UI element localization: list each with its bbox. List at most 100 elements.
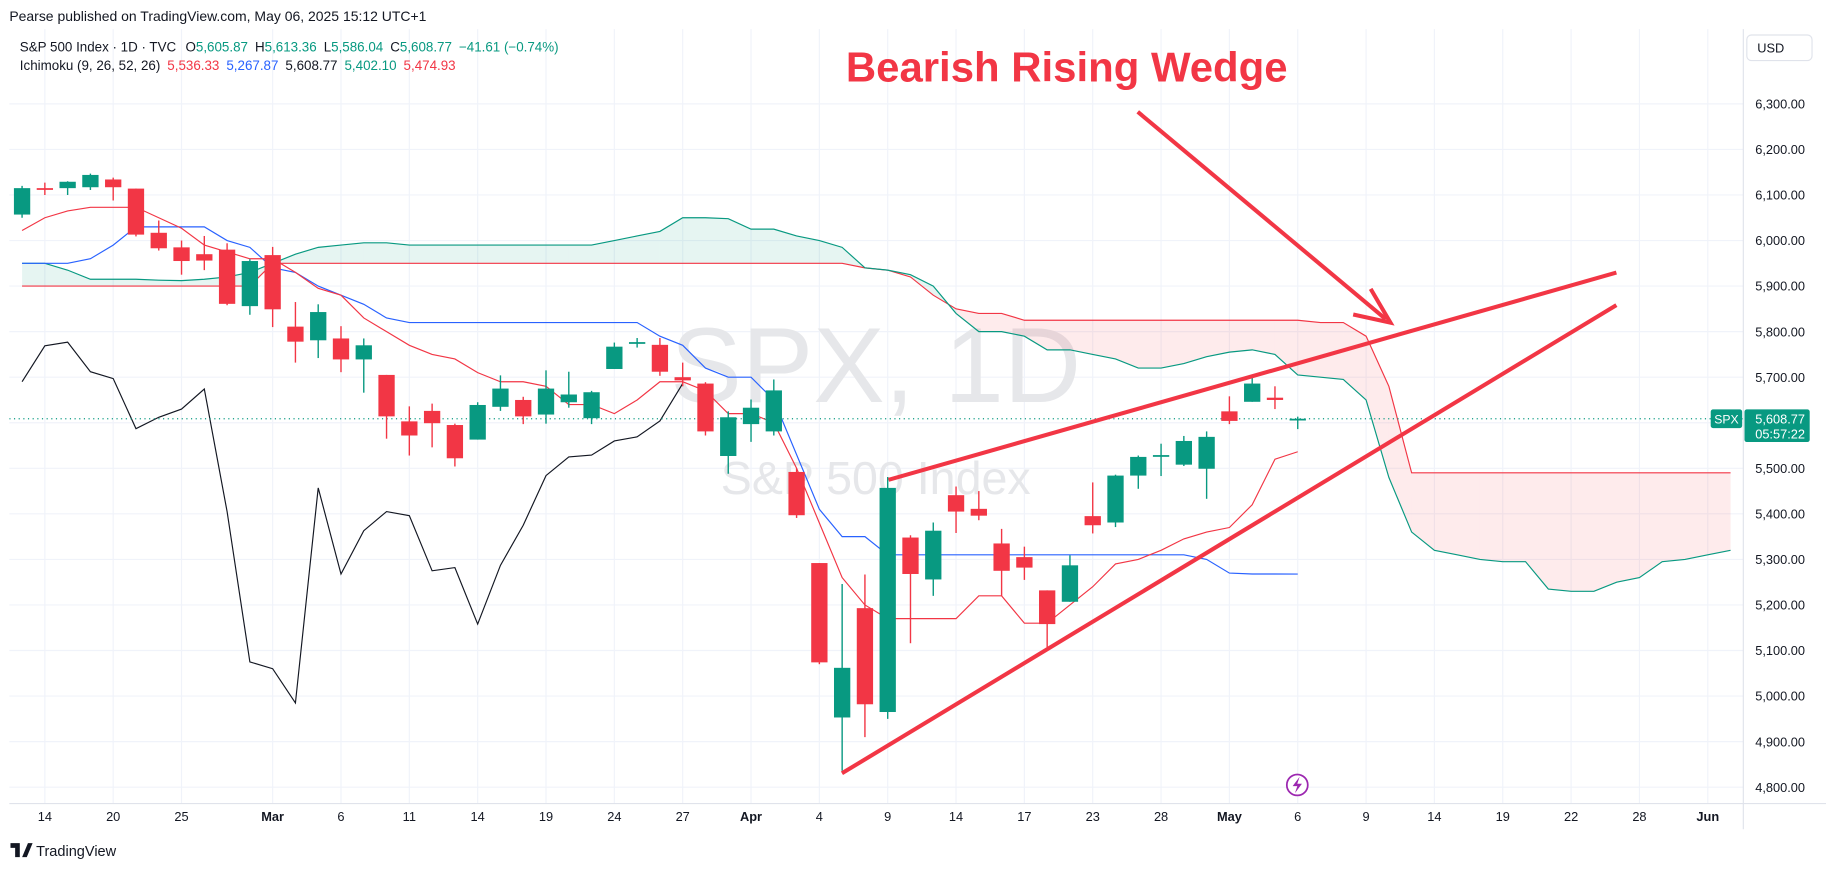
y-tick-label: 5,000.00: [1755, 689, 1805, 704]
cloud-segment: [546, 245, 569, 264]
x-tick-label: 20: [106, 809, 120, 824]
x-tick-label: 11: [403, 809, 416, 824]
candle-body: [902, 537, 919, 574]
ohlc-key: H: [255, 39, 265, 54]
candle-body: [583, 392, 600, 419]
x-tick-label: 9: [1363, 809, 1370, 824]
candle-body: [1289, 418, 1306, 421]
x-tick-label: 14: [38, 809, 52, 824]
candle-body: [1198, 436, 1215, 469]
cloud-segment: [728, 218, 752, 264]
cloud-segment: [318, 245, 341, 264]
candle-body: [401, 421, 418, 436]
candle-body: [1039, 590, 1056, 625]
indicator-value: 5,608.77: [285, 58, 337, 73]
cloud-segment: [1115, 320, 1139, 369]
annotation-title: Bearish Rising Wedge: [846, 44, 1288, 91]
candle-body: [674, 377, 691, 381]
candle-body: [127, 188, 145, 235]
x-tick-label: 19: [1496, 809, 1510, 824]
plot-area: [9, 173, 1744, 771]
y-tick-label: 4,900.00: [1755, 734, 1805, 749]
cloud-segment: [1479, 472, 1503, 562]
symbol-line: S&P 500 Index · 1D · TVC O5,605.87 H5,613.…: [20, 39, 559, 54]
candle-body: [1107, 475, 1124, 523]
currency-box[interactable]: [1746, 34, 1813, 62]
cloud-segment: [477, 245, 501, 264]
x-tick-label: Jun: [1696, 809, 1719, 824]
cloud-segment: [500, 245, 524, 264]
candle-body: [651, 344, 669, 372]
x-tick-label: 25: [174, 809, 188, 824]
cloud-segment: [1707, 472, 1731, 555]
y-tick-label: 5,100.00: [1755, 643, 1805, 658]
watermark-subtitle: S&P 500 Index: [721, 452, 1031, 504]
candle-body: [423, 410, 441, 424]
watermark: SPX, 1D: [670, 305, 1081, 425]
cloud-segment: [386, 242, 410, 264]
ichimoku-leading-a-line: [22, 217, 1731, 592]
cloud-segment: [1343, 322, 1367, 400]
arrow-line: [1136, 110, 1388, 321]
candle-body: [947, 495, 965, 512]
cloud-segment: [637, 231, 660, 264]
arrow-head: [1352, 287, 1395, 326]
x-tick-label: 9: [884, 809, 891, 824]
candle-body: [1061, 565, 1079, 602]
cloud-segment: [432, 245, 455, 264]
candle-body: [332, 338, 350, 360]
candle-body: [742, 407, 760, 425]
y-tick-label: 6,300.00: [1755, 97, 1805, 112]
x-tick-label: Apr: [740, 809, 762, 824]
indicator-name: Ichimoku (9, 26, 52, 26): [20, 58, 161, 73]
cloud-segment: [1571, 472, 1594, 592]
candle-body: [173, 247, 190, 262]
x-tick-label: 14: [949, 809, 963, 824]
candle-body: [993, 543, 1010, 571]
y-tick-label: 5,700.00: [1755, 370, 1805, 385]
brand: TradingView: [36, 844, 117, 860]
ohlc-value: 5,608.77: [400, 39, 452, 54]
price-label-box: [1744, 409, 1810, 443]
x-tick-label: 6: [337, 809, 344, 824]
price-label: 5,608.77: [1755, 411, 1805, 426]
y-tick-label: 5,900.00: [1755, 279, 1805, 294]
event-icon-bolt: [1292, 776, 1302, 794]
cloud-segment: [796, 235, 820, 264]
y-tick-label: 5,500.00: [1755, 461, 1805, 476]
cloud-segment: [1320, 322, 1344, 380]
ichimoku-base-line: [22, 226, 1298, 575]
x-tick-label: 17: [1017, 809, 1031, 824]
cloud-segment: [1229, 320, 1253, 353]
cloud-segment: [978, 313, 1002, 332]
cloud-segment: [1274, 320, 1298, 375]
change: −41.61 (−0.74%): [459, 39, 559, 54]
axes: 4,800.00 4,900.00 5,000.00 5,100.00 5,200.00…: [38, 97, 1810, 824]
cloud-segment: [659, 217, 683, 264]
cloud-segment: [113, 279, 136, 287]
y-tick-label: 4,800.00: [1755, 780, 1805, 795]
x-tick-label: 14: [471, 809, 485, 824]
x-tick-label: Mar: [261, 809, 284, 824]
candle-body: [469, 404, 486, 440]
cloud-segment: [1593, 472, 1617, 592]
candle-body: [925, 530, 942, 580]
x-tick-label: 6: [1294, 809, 1301, 824]
y-tick-label: 6,000.00: [1755, 233, 1805, 248]
candle-body: [1152, 455, 1170, 457]
cloud-segment: [1388, 386, 1412, 533]
cloud-segment: [1639, 472, 1663, 578]
cloud-segment: [1024, 320, 1048, 350]
cloud-segment: [1161, 320, 1184, 369]
symbol-name: S&P 500 Index · 1D · TVC: [20, 39, 177, 54]
cloud-segment: [1092, 320, 1116, 359]
currency[interactable]: USD: [1757, 40, 1784, 55]
wedge-upper-line: [887, 270, 1617, 482]
y-tick-label: 5,400.00: [1755, 507, 1805, 522]
cloud-segment: [22, 263, 45, 287]
ichimoku-lagging-line: [21, 341, 684, 705]
candle-body: [833, 667, 851, 718]
wedge-lower-line: [840, 303, 1618, 776]
